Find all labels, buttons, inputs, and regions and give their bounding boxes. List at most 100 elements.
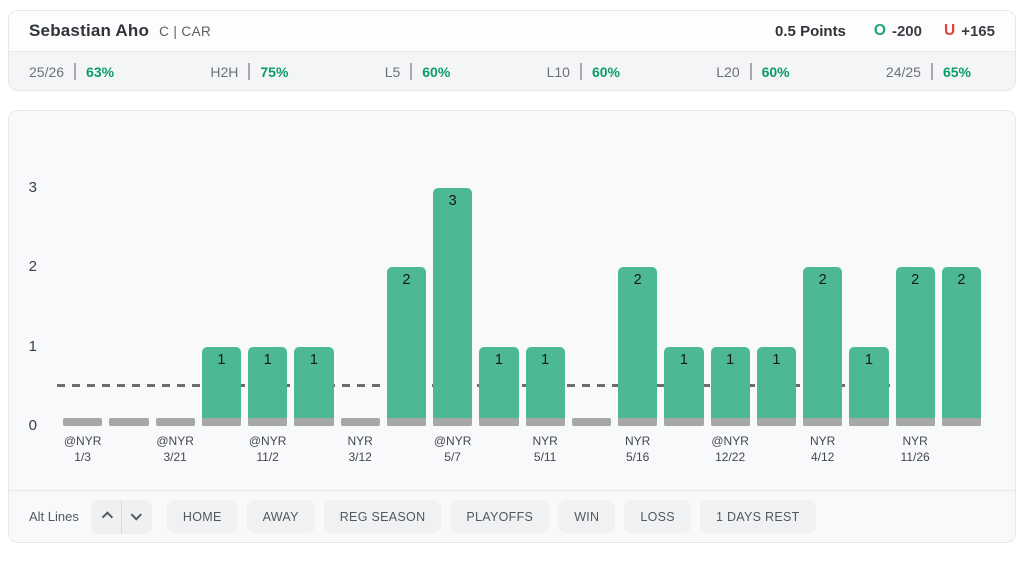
x-label: @NYR 3/21 xyxy=(156,433,195,465)
x-label-opponent: NYR xyxy=(809,434,836,448)
x-label xyxy=(479,433,518,465)
bar-value-label: 1 xyxy=(309,351,318,368)
over-odds[interactable]: O -200 xyxy=(874,22,922,40)
x-label-date: 11/26 xyxy=(900,450,930,464)
game-bar[interactable]: 2 xyxy=(803,267,843,426)
stat-25-26: 25/26 63% xyxy=(29,63,114,80)
under-odds[interactable]: U +165 xyxy=(944,22,995,40)
x-label xyxy=(849,433,888,465)
x-label-opponent: @NYR xyxy=(711,434,749,448)
game-bar[interactable]: 1 xyxy=(756,346,796,426)
game-bar[interactable]: 2 xyxy=(618,267,658,426)
stat-divider xyxy=(248,63,251,80)
filter-button-home[interactable]: HOME xyxy=(166,500,238,533)
game-bar[interactable] xyxy=(571,418,611,426)
x-label-opponent: NYR xyxy=(902,434,928,448)
game-bar[interactable] xyxy=(155,418,195,426)
filter-button-loss[interactable]: LOSS xyxy=(624,500,691,533)
bar-baseline-strip xyxy=(433,418,473,426)
alt-lines-stepper xyxy=(90,499,152,534)
bar-value-label: 1 xyxy=(217,351,226,368)
stat-value: 60% xyxy=(591,63,620,80)
x-label-opponent: @NYR xyxy=(156,434,194,448)
stat-l20: L20 60% xyxy=(716,63,790,80)
game-bar[interactable]: 1 xyxy=(710,346,750,426)
stat-label: 25/26 xyxy=(29,63,65,80)
x-label xyxy=(294,433,333,465)
bar-baseline-strip xyxy=(618,418,658,426)
x-label-date: 12/22 xyxy=(715,450,746,464)
game-bar[interactable]: 1 xyxy=(479,346,519,426)
game-bar[interactable]: 2 xyxy=(386,267,426,426)
filter-button-1-days-rest[interactable]: 1 DAYS REST xyxy=(699,500,816,533)
stat-divider xyxy=(930,63,933,80)
game-bar[interactable] xyxy=(109,418,149,426)
prop-line: 0.5 Points xyxy=(775,22,846,40)
filter-button-playoffs[interactable]: PLAYOFFS xyxy=(450,500,550,533)
hit-rate-stats-row: 25/26 63% H2H 75% L5 60% L10 60% L20 60% 24/25 65% xyxy=(9,52,1015,90)
title-row: Sebastian Aho C | CAR 0.5 Points O -200 … xyxy=(9,11,1015,52)
y-tick-2: 2 xyxy=(28,258,37,275)
bar-baseline-strip xyxy=(294,418,334,426)
game-bar[interactable]: 1 xyxy=(201,346,241,426)
bar-baseline-strip xyxy=(849,418,889,426)
bar-baseline-strip xyxy=(664,418,704,426)
filter-buttons: HOME AWAY REG SEASON PLAYOFFS WIN LOSS 1 DAYS … xyxy=(166,500,816,533)
stat-label: L5 xyxy=(384,63,401,80)
x-label-date: 3/12 xyxy=(348,450,372,464)
game-bar[interactable] xyxy=(63,418,103,426)
bar-baseline-strip xyxy=(248,418,288,426)
stat-l5: L5 60% xyxy=(384,63,450,80)
stat-h2h: H2H 75% xyxy=(210,63,288,80)
game-bar[interactable]: 2 xyxy=(941,267,981,426)
bar-baseline-strip xyxy=(895,418,935,426)
filter-button-away[interactable]: AWAY xyxy=(246,500,315,533)
game-bar[interactable]: 1 xyxy=(664,346,704,426)
y-tick-0: 0 xyxy=(28,417,37,434)
bar-baseline-strip xyxy=(710,418,750,426)
game-bar[interactable]: 1 xyxy=(248,346,288,426)
x-label xyxy=(109,433,148,465)
alt-line-up-button[interactable] xyxy=(91,500,121,534)
x-label-date: 5/16 xyxy=(625,450,650,464)
over-icon: O xyxy=(873,22,886,39)
bar-value-label: 2 xyxy=(818,272,827,288)
game-bar[interactable]: 2 xyxy=(895,267,935,426)
bar-value-label: 1 xyxy=(726,351,735,368)
x-label: @NYR 5/7 xyxy=(433,433,472,465)
x-label: NYR 5/11 xyxy=(526,433,565,465)
prop-line-dashed xyxy=(57,384,981,387)
bar-value-label: 1 xyxy=(864,351,873,368)
bars-row: 1 1 1 2 3 1 1 2 1 1 1 2 1 2 2 xyxy=(63,111,981,426)
alt-lines-label: Alt Lines xyxy=(29,509,79,524)
x-label: @NYR 11/2 xyxy=(248,433,287,465)
game-bar[interactable]: 1 xyxy=(849,346,889,426)
under-icon: U xyxy=(944,22,956,39)
x-label-opponent: NYR xyxy=(624,434,651,448)
stat-value: 75% xyxy=(260,63,289,80)
bar-value-label: 1 xyxy=(541,351,550,368)
stat-24-25: 24/25 65% xyxy=(886,63,971,80)
bar-baseline-strip xyxy=(201,418,241,426)
x-label-date: 11/2 xyxy=(256,450,279,464)
stat-label: L20 xyxy=(716,63,740,80)
filter-bar: Alt Lines HOME AWAY REG SEASON PLAYOFFS WIN L… xyxy=(9,490,1015,542)
game-bar[interactable]: 1 xyxy=(525,346,565,426)
bar-value-label: 2 xyxy=(911,272,920,288)
alt-line-down-button[interactable] xyxy=(122,500,152,534)
filter-button-win[interactable]: WIN xyxy=(558,500,616,533)
x-label-date: 1/3 xyxy=(74,450,91,464)
x-label-date: 5/7 xyxy=(444,450,461,464)
stat-value: 65% xyxy=(942,63,971,80)
x-label: NYR 4/12 xyxy=(803,433,842,465)
x-label-date: 4/12 xyxy=(810,450,835,464)
x-label: NYR 3/12 xyxy=(341,433,380,465)
filter-button-reg-season[interactable]: REG SEASON xyxy=(323,500,442,533)
bar-baseline-strip xyxy=(941,418,981,426)
stat-l10: L10 60% xyxy=(547,63,620,80)
game-bar[interactable]: 3 xyxy=(433,187,473,426)
bar-value-label: 1 xyxy=(494,351,503,368)
game-bar[interactable] xyxy=(340,418,380,426)
game-bar[interactable]: 1 xyxy=(294,346,334,426)
